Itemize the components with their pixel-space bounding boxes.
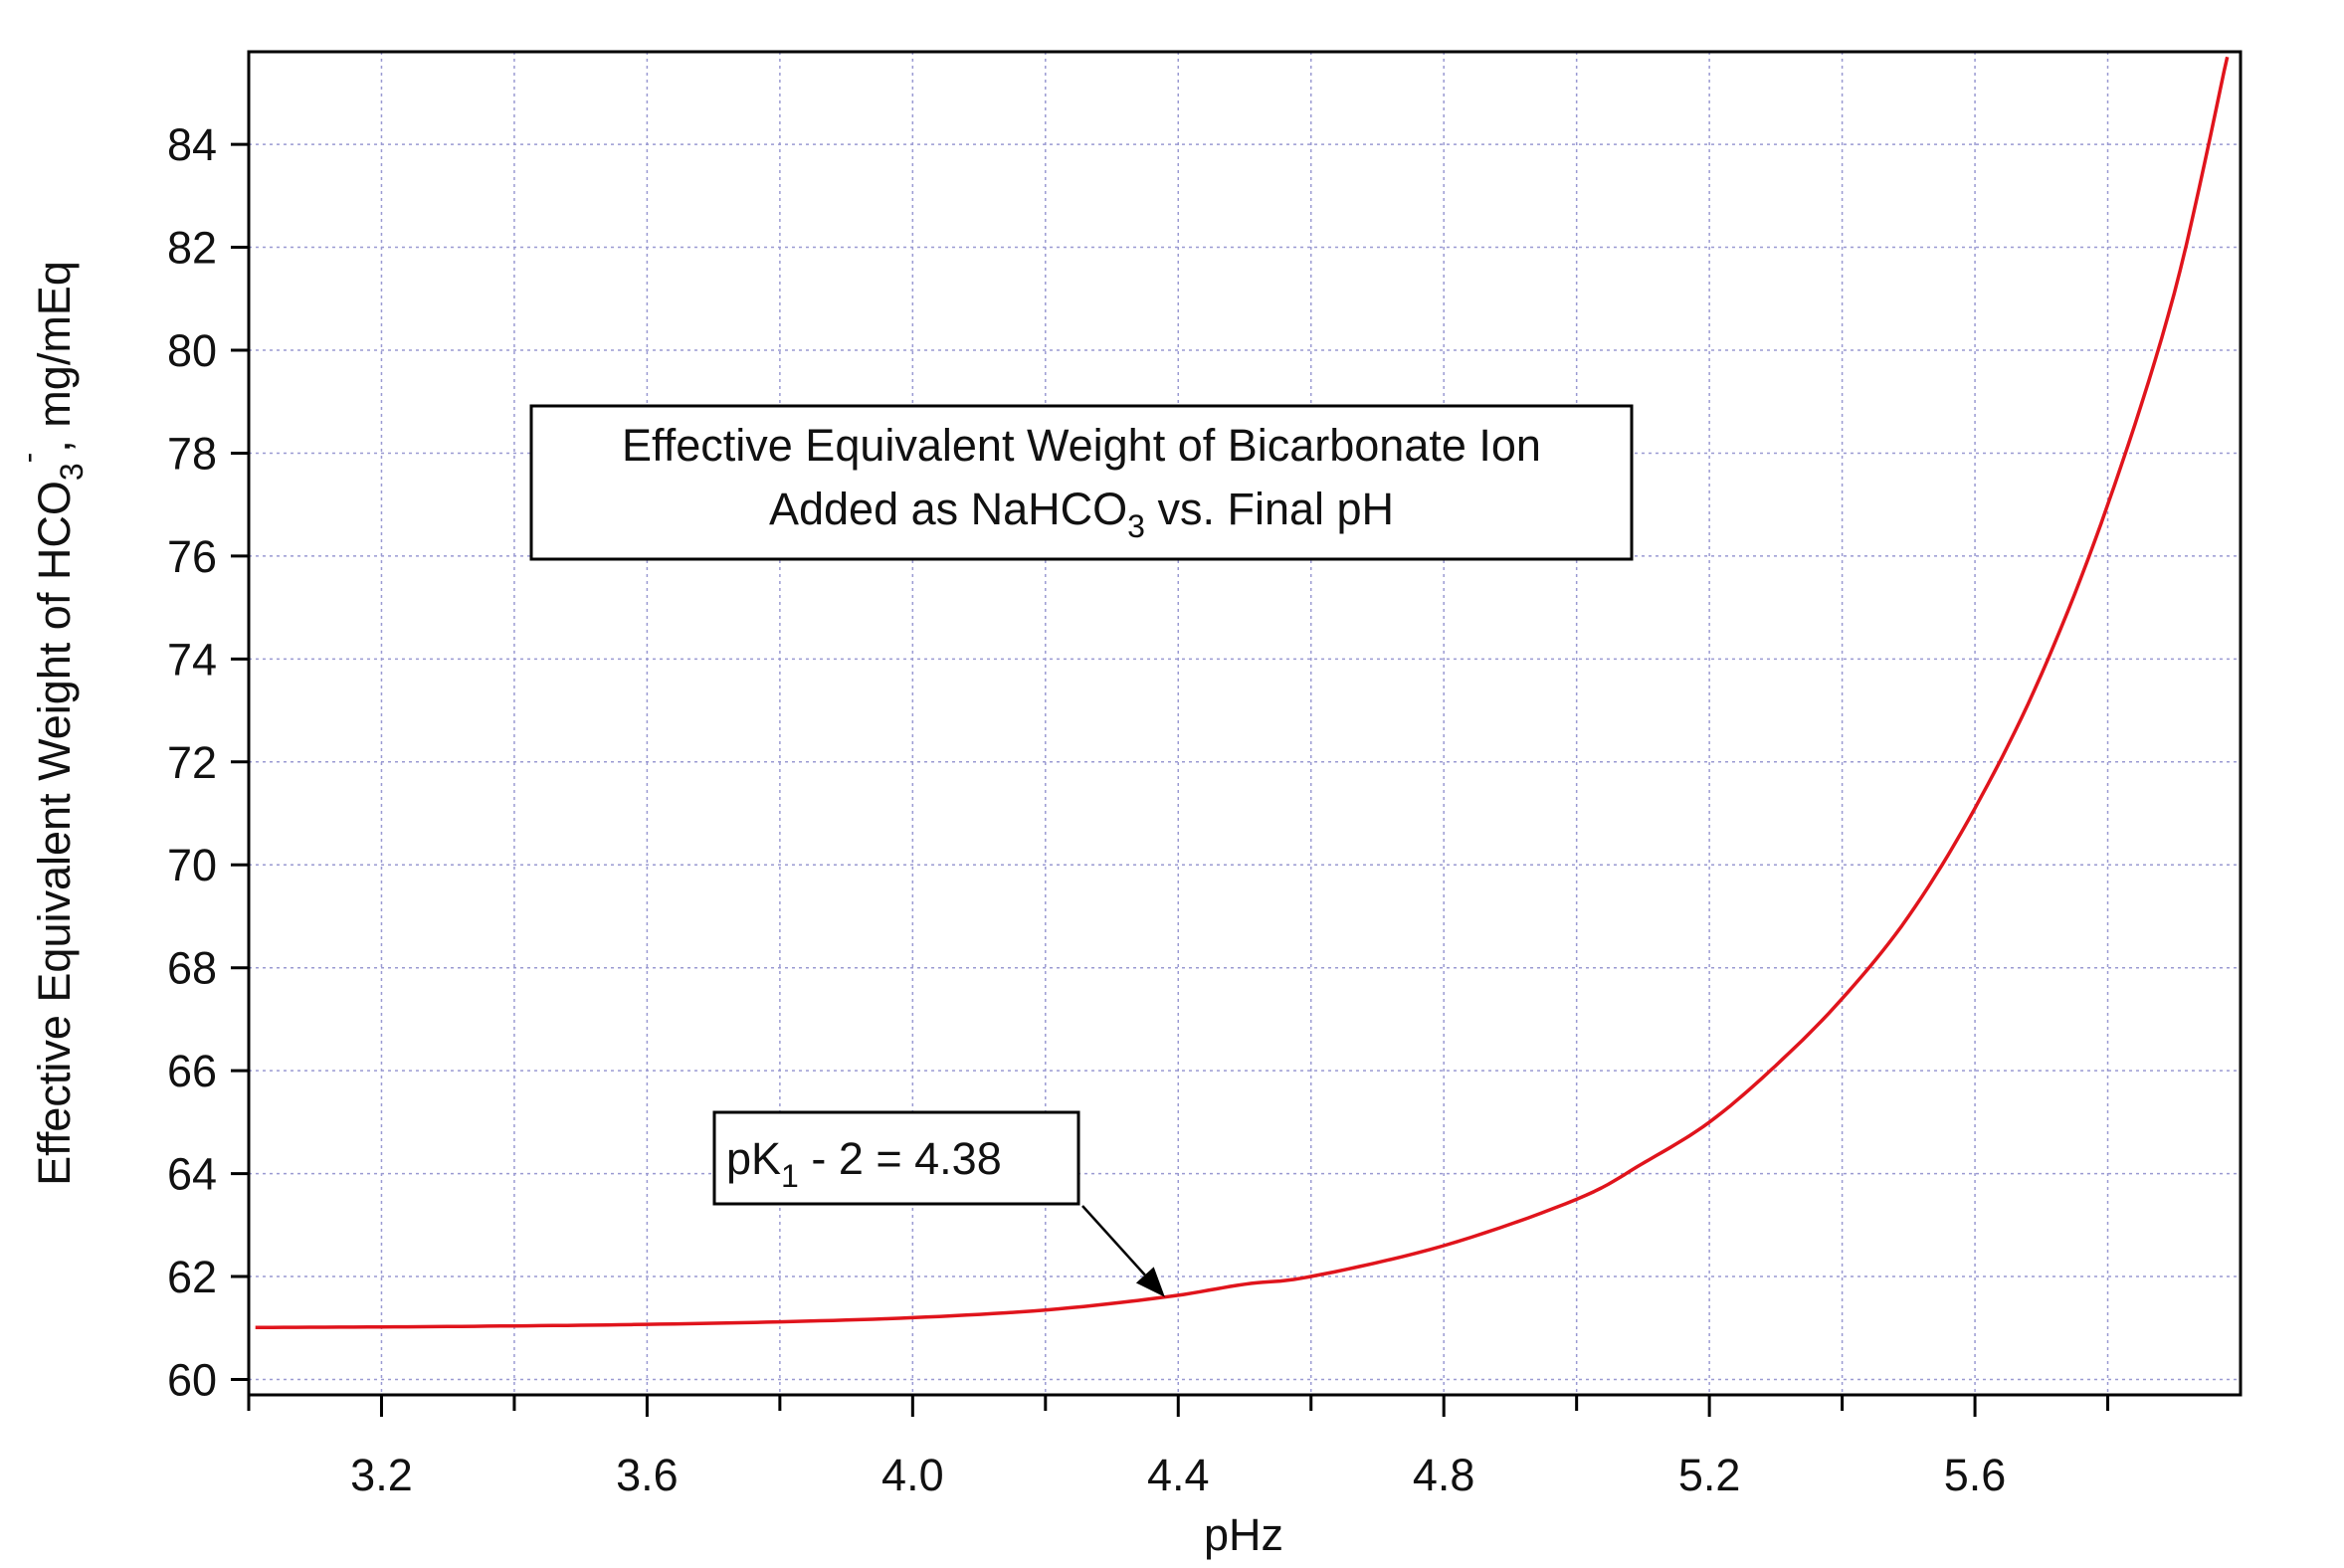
x-tick-label: 4.4 [1147,1450,1210,1500]
y-tick-label: 78 [167,428,217,479]
series-line [255,56,2230,1329]
x-tick-label: 5.6 [1944,1450,2007,1500]
x-axis: 3.2 3.6 4.0 4.4 4.8 5.2 5.6 [247,1395,2110,1500]
pk-annotation: pK1 - 2 = 4.38 [712,1110,1165,1297]
y-tick-label: 74 [167,634,217,685]
grid-lines [248,52,2241,1395]
title-line-2: Added as NaHCO3 vs. Final pH [769,484,1394,544]
x-axis-title: pHz [1204,1509,1283,1560]
y-tick-label: 66 [167,1046,217,1096]
y-tick-label: 60 [167,1354,217,1405]
y-axis: 60 62 64 66 68 70 72 74 76 78 80 82 84 [167,119,249,1405]
y-tick-label: 64 [167,1149,217,1200]
y-tick-label: 62 [167,1252,217,1302]
y-tick-label: 72 [167,737,217,788]
y-tick-label: 84 [167,119,217,170]
annotation-arrowhead [1135,1267,1165,1297]
title-box: Effective Equivalent Weight of Bicarbona… [529,404,1634,561]
y-tick-label: 76 [167,531,217,582]
annotation-arrow [1081,1205,1146,1276]
x-tick-label: 3.2 [350,1450,413,1500]
x-tick-label: 4.8 [1413,1450,1475,1500]
x-tick-label: 5.2 [1678,1450,1741,1500]
y-tick-label: 70 [167,840,217,890]
pk-annotation-text: pK1 - 2 = 4.38 [726,1133,1002,1194]
y-tick-label: 68 [167,943,217,994]
plot-frame [247,50,2243,1397]
x-tick-label: 4.0 [881,1450,944,1500]
y-tick-label: 82 [167,223,217,274]
y-axis-title: Effective Equivalent Weight of HCO3-, mg… [10,261,90,1186]
y-tick-label: 80 [167,325,217,376]
x-tick-label: 3.6 [616,1450,679,1500]
title-line-1: Effective Equivalent Weight of Bicarbona… [622,420,1541,471]
